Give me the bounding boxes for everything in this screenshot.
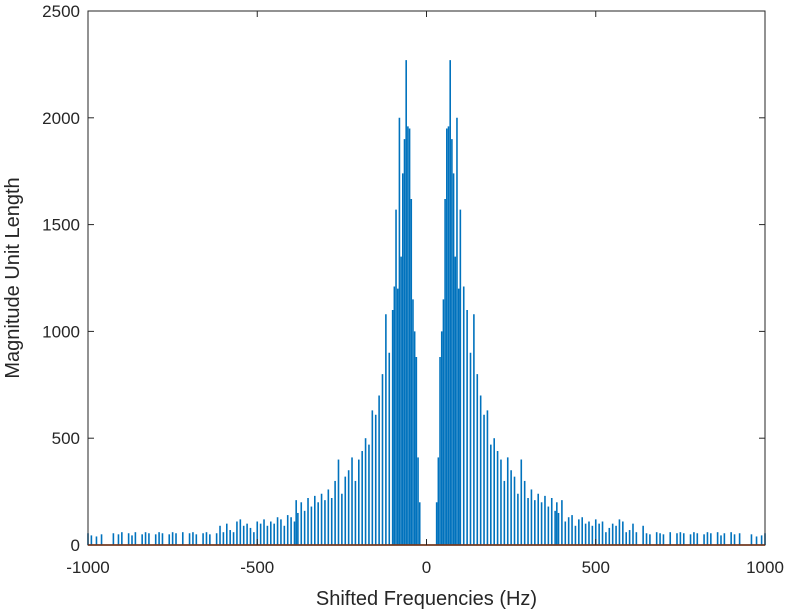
y-tick-label: 1000 [42, 322, 80, 341]
x-tick-label: 0 [422, 558, 431, 577]
y-tick-label: 2500 [42, 2, 80, 21]
x-ticks: -1000 -500 0 500 1000 [66, 11, 784, 577]
plot-area: -1000 -500 0 500 1000 0 500 1000 1500 2000 2500 [42, 2, 784, 577]
axes-background [88, 11, 765, 545]
x-tick-label: -500 [240, 558, 274, 577]
y-tick-label: 1500 [42, 216, 80, 235]
y-tick-label: 0 [71, 536, 80, 555]
x-axis-label: Shifted Frequencies (Hz) [316, 588, 537, 610]
y-tick-label: 500 [52, 429, 80, 448]
y-tick-label: 2000 [42, 109, 80, 128]
x-tick-label: -1000 [66, 558, 109, 577]
series-layer [87, 60, 766, 546]
y-axis-label: Magnitude Unit Length [2, 177, 24, 378]
x-tick-label: 500 [582, 558, 610, 577]
x-tick-label: 1000 [746, 558, 784, 577]
y-ticks: 0 500 1000 1500 2000 2500 [42, 2, 765, 555]
